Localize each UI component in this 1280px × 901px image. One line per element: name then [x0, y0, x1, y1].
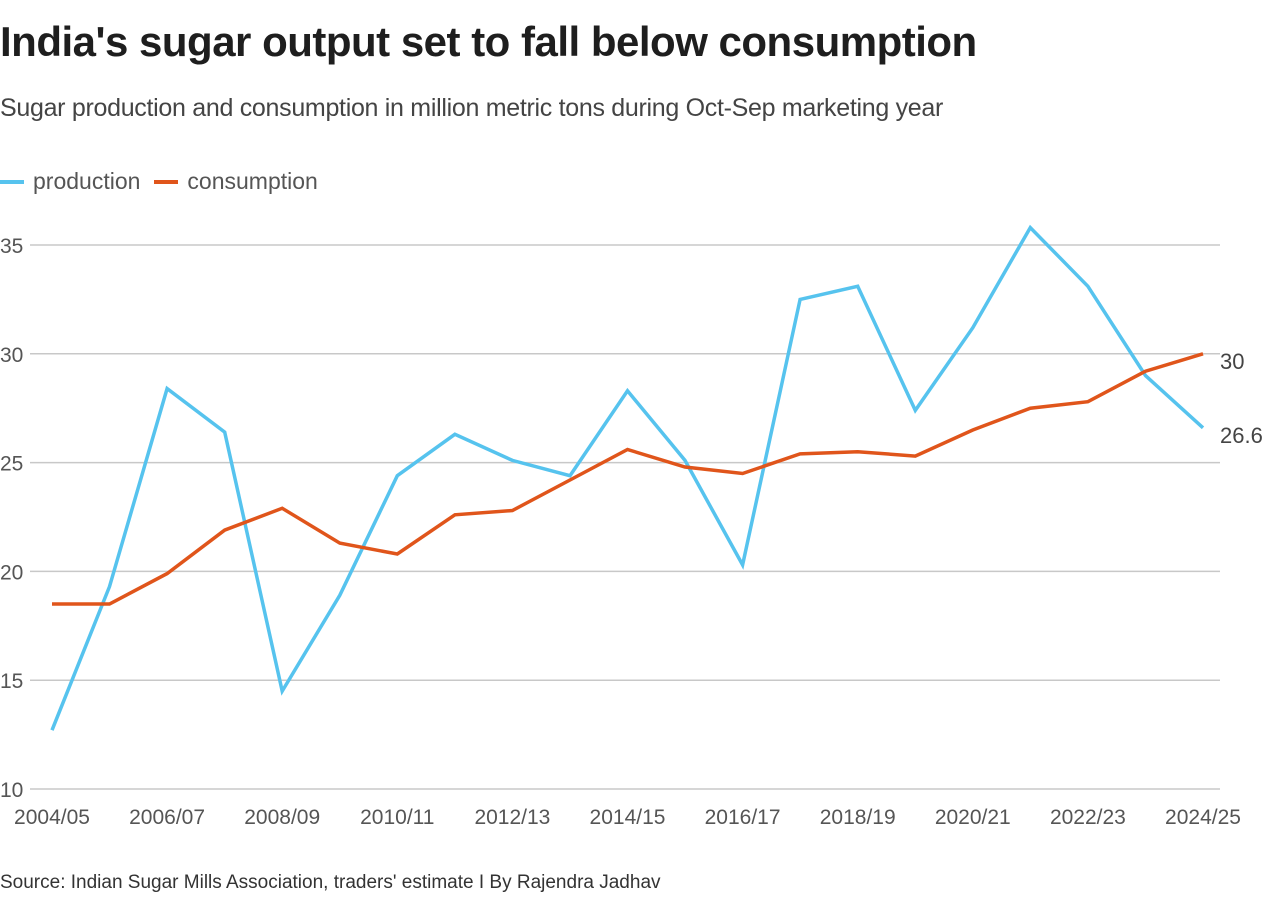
y-tick-label: 15	[0, 670, 23, 693]
legend-label-production: production	[33, 168, 141, 194]
y-tick-label: 10	[0, 779, 23, 802]
source-note: Source: Indian Sugar Mills Association, …	[0, 872, 661, 893]
x-tick-label: 2006/07	[129, 806, 205, 829]
series-line-consumption	[52, 352, 1204, 606]
x-tick-label: 2008/09	[244, 806, 320, 829]
series-lines	[50, 224, 1205, 731]
y-tick-label: 25	[0, 453, 23, 476]
series-line-production	[50, 224, 1205, 731]
x-tick-label: 2016/17	[705, 806, 781, 829]
chart-title: India's sugar output set to fall below c…	[0, 18, 977, 65]
x-tick-label: 2018/19	[820, 806, 896, 829]
y-tick-label: 35	[0, 235, 23, 258]
x-tick-label: 2010/11	[360, 806, 434, 829]
legend-item-production: production	[0, 168, 140, 195]
x-tick-label: 2024/25	[1165, 806, 1241, 829]
legend-swatch-consumption	[154, 179, 179, 184]
x-tick-label: 2022/23	[1050, 806, 1126, 829]
x-axis-labels: 2004/05 2006/07 2008/09 2010/11 2012/13 2014/…	[14, 806, 1241, 829]
end-label-consumption: 30	[1220, 349, 1244, 374]
gridlines	[30, 244, 1220, 790]
legend-swatch-production	[0, 179, 24, 184]
legend: production consumption	[0, 168, 332, 195]
end-labels: 26.6 30	[1220, 349, 1263, 448]
x-tick-label: 2014/15	[590, 806, 666, 829]
y-axis-labels: 10 15 20 25 30 35	[0, 235, 23, 802]
x-tick-label: 2004/05	[14, 806, 90, 829]
legend-item-consumption: consumption	[154, 168, 318, 195]
x-tick-label: 2020/21	[935, 806, 1011, 829]
x-tick-label: 2012/13	[474, 806, 550, 829]
y-tick-label: 30	[0, 344, 23, 367]
chart-subtitle: Sugar production and consumption in mill…	[0, 94, 944, 122]
end-label-production: 26.6	[1220, 423, 1263, 448]
legend-label-consumption: consumption	[187, 168, 318, 194]
y-tick-label: 20	[0, 561, 23, 584]
